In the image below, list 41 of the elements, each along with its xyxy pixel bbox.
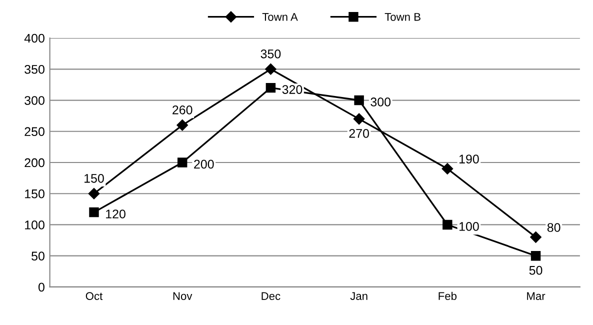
point xyxy=(442,163,454,174)
y-tick-label: 200 xyxy=(24,158,44,168)
x-tick-label: Feb xyxy=(438,292,457,300)
data-label: 150 xyxy=(84,174,104,183)
point xyxy=(177,158,188,168)
y-tick-label: 50 xyxy=(32,252,44,261)
point xyxy=(354,95,364,106)
legend-label: Town A xyxy=(262,13,298,21)
legend-label: Town B xyxy=(384,13,420,21)
data-label: 260 xyxy=(172,106,192,114)
y-tick-label: 400 xyxy=(24,34,44,43)
y-tick-label: 0 xyxy=(38,282,44,292)
data-label: 80 xyxy=(547,223,560,232)
data-label: 200 xyxy=(194,160,214,169)
x-tick-label: Nov xyxy=(173,292,192,300)
point xyxy=(176,120,188,131)
data-label: 300 xyxy=(370,98,391,106)
y-tick-label: 250 xyxy=(24,127,44,136)
point xyxy=(530,250,541,261)
point xyxy=(88,188,100,200)
data-label: 100 xyxy=(459,222,479,231)
data-label: 50 xyxy=(529,266,542,275)
data-label: 190 xyxy=(459,154,479,164)
point xyxy=(89,207,99,218)
point xyxy=(265,64,276,75)
y-tick-label: 150 xyxy=(25,189,44,198)
data-label: 350 xyxy=(260,49,281,58)
y-tick-label: 300 xyxy=(24,96,44,105)
y-tick-label: 350 xyxy=(24,64,44,74)
point xyxy=(530,232,542,243)
x-tick-label: Oct xyxy=(86,292,103,300)
x-tick-label: Mar xyxy=(527,292,546,300)
y-tick-label: 100 xyxy=(25,220,44,230)
x-tick-label: Jan xyxy=(350,292,368,300)
point xyxy=(266,82,276,93)
point xyxy=(442,220,452,230)
x-tick-label: Dec xyxy=(262,292,280,300)
point xyxy=(353,113,365,125)
data-label: 270 xyxy=(349,128,369,138)
data-label: 120 xyxy=(106,210,126,218)
data-label: 320 xyxy=(282,85,302,94)
